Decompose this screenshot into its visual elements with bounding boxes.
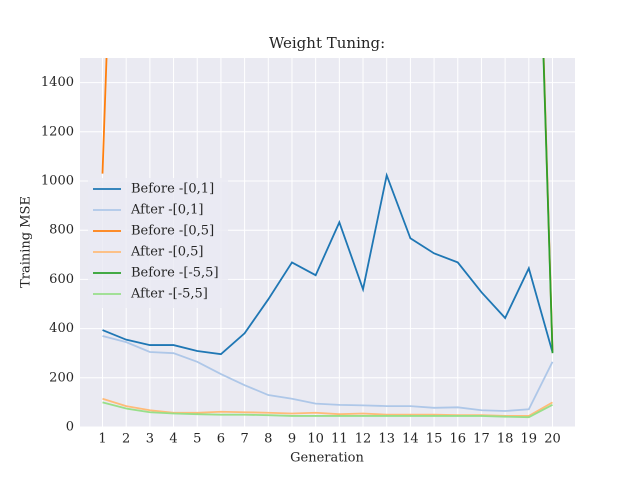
legend-box <box>88 178 228 308</box>
x-tick-label: 14 <box>402 432 419 447</box>
x-tick-label: 13 <box>378 432 395 447</box>
y-tick-label: 1400 <box>41 75 74 90</box>
x-tick-label: 17 <box>473 432 490 447</box>
series-line <box>102 335 554 412</box>
legend-label: After -[0,1] <box>130 203 203 218</box>
x-tick-label: 15 <box>426 432 443 447</box>
y-tick-label: 800 <box>49 223 74 238</box>
x-tick-label: 9 <box>288 432 296 447</box>
y-tick-label: 200 <box>49 370 74 385</box>
legend-label: Before -[0,1] <box>131 182 214 197</box>
x-tick-label: 20 <box>544 432 561 447</box>
legend-label: After -[0,5] <box>130 245 203 260</box>
x-tick-label: 11 <box>331 432 348 447</box>
x-tick-label: 2 <box>122 432 130 447</box>
series-line <box>102 172 554 356</box>
chart-title: Weight Tuning: <box>269 34 385 52</box>
x-tick-label: 8 <box>264 432 272 447</box>
x-tick-label: 1 <box>98 432 106 447</box>
y-tick-label: 1200 <box>41 124 74 139</box>
y-tick-label: 0 <box>66 420 74 435</box>
x-tick-label: 10 <box>307 432 324 447</box>
legend-label: Before -[-5,5] <box>131 266 219 281</box>
series-line <box>102 401 553 419</box>
x-tick-label: 7 <box>240 432 248 447</box>
legend-label: Before -[0,5] <box>131 224 214 239</box>
x-tick-label: 5 <box>193 432 201 447</box>
x-tick-label: 12 <box>355 432 372 447</box>
x-tick-label: 18 <box>497 432 514 447</box>
x-axis-label: Generation <box>290 451 364 466</box>
x-tick-label: 16 <box>449 432 466 447</box>
x-tick-label: 3 <box>146 432 154 447</box>
y-axis-label: Training MSE <box>19 196 34 288</box>
x-tick-label: 4 <box>169 432 177 447</box>
y-tick-label: 600 <box>49 272 74 287</box>
legend-label: After -[-5,5] <box>130 287 208 302</box>
y-tick-label: 1000 <box>41 174 74 189</box>
x-tick-label: 19 <box>521 432 538 447</box>
y-tick-label: 400 <box>49 321 74 336</box>
x-tick-label: 6 <box>217 432 225 447</box>
